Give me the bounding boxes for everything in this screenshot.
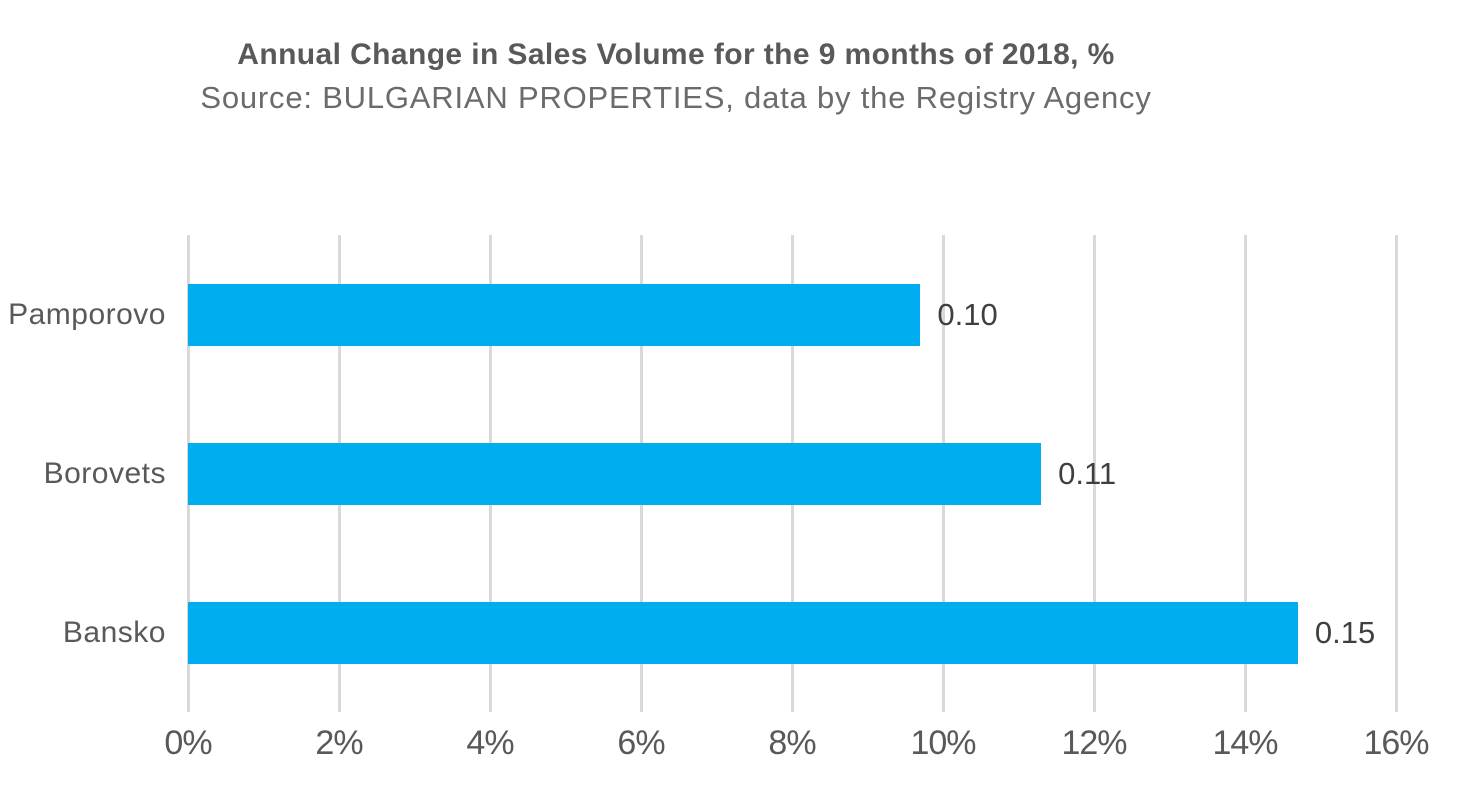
category-label: Pamporovo xyxy=(8,297,166,331)
category-label: Borovets xyxy=(43,456,166,490)
x-tick-label: 4% xyxy=(466,724,514,762)
x-tick-label: 6% xyxy=(617,724,665,762)
data-label: 0.10 xyxy=(937,296,998,332)
data-label: 0.15 xyxy=(1314,614,1376,650)
chart-header: Annual Change in Sales Volume for the 9 … xyxy=(0,36,1352,118)
x-tick-label: 12% xyxy=(1061,724,1127,762)
x-tick-label: 2% xyxy=(315,724,363,762)
plot-area: 0.10 0.11 0.15 xyxy=(186,235,1398,712)
gridline xyxy=(1394,235,1398,712)
x-tick-label: 8% xyxy=(768,724,816,762)
bar-pamporovo xyxy=(188,283,921,346)
category-axis: Pamporovo Borovets Bansko xyxy=(0,235,166,712)
gridline xyxy=(1243,235,1247,712)
x-tick-label: 0% xyxy=(164,724,212,762)
chart-title: Annual Change in Sales Volume for the 9 … xyxy=(237,38,1115,71)
x-tick-label: 10% xyxy=(910,724,976,762)
x-tick-label: 14% xyxy=(1212,724,1278,762)
gridline xyxy=(1092,235,1096,712)
x-tick-label: 16% xyxy=(1363,724,1429,762)
bar-borovets xyxy=(188,442,1042,505)
chart-subtitle: Source: BULGARIAN PROPERTIES, data by th… xyxy=(200,80,1152,115)
bar-bansko xyxy=(188,601,1298,664)
category-label: Bansko xyxy=(62,615,166,649)
x-axis: 0% 2% 4% 6% 8% 10% 12% 14% 16% xyxy=(164,724,1429,770)
data-label: 0.11 xyxy=(1058,455,1117,491)
